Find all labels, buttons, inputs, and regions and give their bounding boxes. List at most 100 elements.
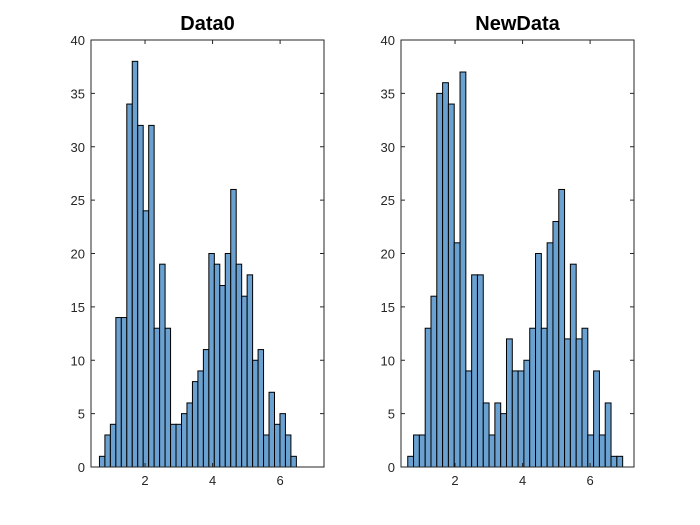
- x-tick-label: 4: [209, 473, 216, 488]
- histogram-bar: [546, 242, 554, 468]
- bars: [407, 71, 624, 468]
- histogram-bar: [587, 434, 595, 468]
- y-tick-label: 35: [71, 86, 85, 101]
- histogram-bar: [564, 338, 571, 468]
- histogram-bar: [191, 381, 199, 468]
- histogram-bar: [436, 92, 444, 468]
- histogram-bar: [476, 274, 484, 468]
- x-tick-label: 4: [519, 473, 526, 488]
- histogram-bar: [598, 434, 606, 468]
- histogram-bar: [494, 402, 502, 468]
- histogram-bar: [424, 327, 432, 468]
- axes: 0 5 10 15 20 25 30 35 40 2 4 6: [71, 33, 325, 488]
- histogram-bar: [208, 253, 215, 468]
- x-tick-label: 6: [276, 473, 283, 488]
- histogram-bar: [500, 413, 507, 468]
- y-tick-label: 30: [381, 140, 395, 155]
- x-tick-label: 2: [141, 473, 148, 488]
- histogram-bar: [418, 434, 426, 468]
- histogram-bar: [263, 434, 270, 468]
- histogram-bar: [131, 60, 139, 468]
- histogram-bar: [535, 253, 542, 468]
- histogram-bar: [142, 210, 150, 468]
- y-tick-label: 15: [381, 300, 395, 315]
- y-tick-label: 20: [71, 247, 85, 262]
- y-tick-label: 5: [388, 407, 395, 422]
- histogram-bar: [257, 349, 265, 468]
- axes-frame: [400, 39, 635, 468]
- histogram-bar: [241, 295, 248, 468]
- histogram-bar: [465, 370, 473, 468]
- histogram-bar: [104, 434, 111, 468]
- y-tick-label: 40: [71, 33, 85, 48]
- histogram-bar: [197, 370, 204, 468]
- histogram-bar: [252, 359, 259, 468]
- histogram-bar: [279, 413, 286, 468]
- y-tick-label: 25: [71, 193, 85, 208]
- histogram-bar: [593, 370, 600, 468]
- histogram-bar: [430, 295, 438, 468]
- histogram-bar: [164, 327, 172, 468]
- y-tick-label: 25: [381, 193, 395, 208]
- y-tick-label: 10: [71, 353, 85, 368]
- histogram-bar: [569, 263, 577, 468]
- histogram-bar: [213, 263, 221, 468]
- histogram-bar: [529, 327, 537, 468]
- histogram-bar: [98, 455, 106, 468]
- y-tick-label: 15: [71, 300, 85, 315]
- histogram-bar: [552, 220, 560, 468]
- histogram-bar: [175, 423, 182, 468]
- histogram-bar: [575, 338, 583, 468]
- histogram-bar: [459, 71, 467, 468]
- histogram-bar: [482, 402, 490, 468]
- histogram-bar: [442, 82, 449, 468]
- axes-frame: [90, 39, 325, 468]
- histogram-bar: [202, 349, 210, 468]
- histogram-bar: [120, 317, 128, 468]
- y-tick-label: 35: [381, 86, 395, 101]
- histogram-bar: [153, 327, 161, 468]
- histogram-bar: [604, 402, 612, 468]
- histogram-bar: [268, 391, 275, 468]
- histogram-bar: [274, 423, 281, 468]
- histogram-bar: [230, 188, 237, 468]
- histogram-bar: [453, 242, 461, 468]
- x-tick-label: 2: [451, 473, 458, 488]
- histogram-bar: [471, 274, 478, 468]
- y-tick-label: 0: [78, 460, 85, 475]
- y-tick-label: 40: [381, 33, 395, 48]
- histogram-bar: [505, 338, 513, 468]
- y-tick-label: 30: [71, 140, 85, 155]
- histogram-bar: [488, 434, 496, 468]
- histogram-bar: [109, 423, 117, 468]
- histogram-bar: [517, 370, 525, 468]
- histogram-bar: [581, 327, 589, 468]
- histogram-bar: [246, 274, 254, 468]
- histogram-bar: [290, 455, 297, 468]
- y-tick-label: 0: [388, 460, 395, 475]
- histogram-bar: [407, 455, 415, 468]
- histogram-bar: [610, 455, 618, 468]
- y-tick-label: 10: [381, 353, 395, 368]
- axes: 0 5 10 15 20 25 30 35 40 2 4 6: [381, 33, 635, 488]
- histogram-bar: [170, 423, 177, 468]
- histogram-bar: [235, 263, 243, 468]
- histogram-bar: [511, 370, 519, 468]
- histogram-bar: [616, 455, 624, 468]
- histogram-panel-newdata: NewData 0 5 10 15 20 25 30 35 40 2 4 6: [381, 13, 635, 488]
- histogram-bar: [447, 103, 455, 468]
- histogram-panel-data0: Data0 0 5 10 15 20 25 30 35 40 2 4 6: [71, 13, 325, 488]
- histogram-bar: [413, 434, 420, 468]
- histogram-bar: [137, 124, 144, 468]
- y-tick-label: 20: [381, 247, 395, 262]
- histogram-bar: [186, 402, 193, 468]
- histogram-bar: [126, 103, 133, 468]
- histogram-bar: [284, 434, 292, 468]
- histogram-bar: [115, 317, 122, 468]
- histogram-bar: [181, 413, 188, 468]
- x-tick-label: 6: [586, 473, 593, 488]
- histogram-bar: [523, 359, 531, 468]
- chart-title: NewData: [475, 13, 560, 35]
- histogram-bar: [558, 188, 566, 468]
